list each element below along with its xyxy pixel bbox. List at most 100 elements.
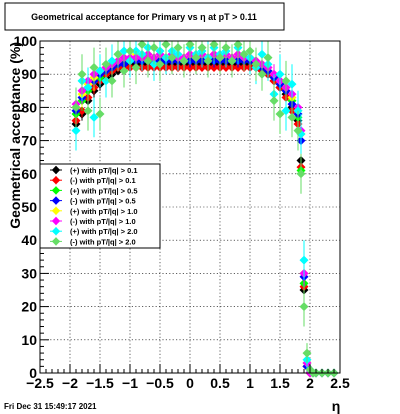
data-point	[197, 43, 207, 53]
data-point	[245, 46, 255, 56]
data-point	[89, 112, 99, 122]
data-point	[281, 106, 291, 116]
data-point	[221, 43, 231, 53]
data-point	[269, 96, 279, 106]
chart-title-box: Geometrical acceptance for Primary vs η …	[4, 2, 285, 31]
data-point	[71, 126, 81, 136]
data-point	[299, 302, 309, 312]
legend-box	[39, 163, 161, 249]
data-point	[107, 56, 117, 66]
data-point	[131, 63, 141, 73]
series-8	[71, 39, 339, 378]
x-tick-label: −0.5	[146, 375, 174, 391]
y-tick-label: 40	[21, 232, 37, 248]
data-point	[257, 49, 267, 59]
data-point	[161, 39, 171, 49]
data-point	[287, 112, 297, 122]
data-point	[239, 49, 249, 59]
data-point	[155, 59, 165, 69]
data-point	[107, 76, 117, 86]
data-point	[296, 169, 306, 179]
chart-title: Geometrical acceptance for Primary vs η …	[31, 12, 257, 22]
legend-label: (+) with pT/|q| > 1.0	[70, 207, 138, 216]
data-point	[137, 39, 147, 49]
x-tick-label: −1.5	[86, 375, 114, 391]
legend-label: (-) with pT/|q| > 0.5	[70, 197, 136, 206]
data-point	[149, 43, 159, 53]
legend-label: (-) with pT/|q| > 0.1	[70, 176, 136, 185]
data-point	[119, 46, 129, 56]
legend-marker	[51, 227, 61, 236]
x-tick-label: 2.5	[330, 375, 350, 391]
y-axis-title: Geometrical acceptance (%)	[7, 42, 23, 229]
legend-marker	[51, 206, 61, 215]
x-tick-label: −1	[122, 375, 138, 391]
data-point	[281, 76, 291, 86]
legend-label: (+) with pT/|q| > 0.5	[70, 186, 138, 195]
data-point	[179, 56, 189, 66]
data-point	[125, 46, 135, 56]
data-point	[263, 53, 273, 63]
grid	[40, 41, 340, 373]
data-point	[215, 53, 225, 63]
data-point	[233, 39, 243, 49]
y-tick-label: 50	[21, 199, 37, 215]
y-tick-label: 80	[21, 99, 37, 115]
data-point	[113, 49, 123, 59]
data-point	[257, 69, 267, 79]
data-point	[89, 63, 99, 73]
data-point	[203, 56, 213, 66]
x-tick-label: −2	[62, 375, 78, 391]
legend-marker	[51, 176, 61, 185]
y-tick-label: 20	[21, 299, 37, 315]
x-tick-label: 1.5	[270, 375, 290, 391]
data-point	[83, 82, 93, 92]
data-point	[227, 56, 237, 66]
x-axis-title: η	[332, 398, 341, 414]
data-point	[293, 126, 303, 136]
legend-label: (+) with pT/|q| > 2.0	[70, 227, 138, 236]
data-point	[101, 59, 111, 69]
y-tick-label: 100	[14, 33, 38, 49]
y-tick-label: 0	[29, 365, 37, 381]
timestamp: Fri Dec 31 15:49:17 2021	[4, 402, 97, 411]
data-point	[119, 66, 129, 76]
data-point	[95, 66, 105, 76]
y-tick-label: 70	[21, 133, 37, 149]
data-point	[275, 69, 285, 79]
legend: (+) with pT/|q| > 0.1(-) with pT/|q| > 0…	[39, 163, 161, 249]
y-tick-label: 60	[21, 166, 37, 182]
title-frame	[4, 2, 285, 31]
data-point	[167, 53, 177, 63]
legend-label: (+) with pT/|q| > 0.1	[70, 166, 138, 175]
data-series	[71, 39, 339, 378]
data-point	[299, 255, 309, 265]
x-tick-label: −2.5	[26, 375, 54, 391]
axes: −2.5 −2 −1.5 −1 −0.5 0 0.5 1 1.5 2 2.5 0 10 20 30 40 50 6…	[14, 33, 350, 391]
legend-label: (-) with pT/|q| > 2.0	[70, 237, 136, 246]
data-point	[77, 69, 87, 79]
y-tick-label: 10	[21, 332, 37, 348]
data-point	[185, 39, 195, 49]
y-tick-label: 30	[21, 265, 37, 281]
x-tick-label: 0	[186, 375, 194, 391]
data-point	[302, 348, 312, 358]
data-point	[173, 43, 183, 53]
legend-marker	[51, 196, 61, 205]
data-point	[191, 53, 201, 63]
data-point	[251, 59, 261, 69]
data-point	[143, 56, 153, 66]
legend-marker	[51, 237, 61, 246]
legend-label: (-) with pT/|q| > 1.0	[70, 217, 136, 226]
data-point	[71, 102, 81, 112]
y-tick-label: 90	[21, 66, 37, 82]
legend-marker	[51, 186, 61, 195]
legend-marker	[51, 165, 61, 175]
data-point	[287, 79, 297, 89]
data-point	[275, 109, 285, 119]
data-point	[209, 39, 219, 49]
data-point	[83, 106, 93, 116]
legend-marker	[51, 216, 61, 226]
x-tick-label: 1	[246, 375, 254, 391]
